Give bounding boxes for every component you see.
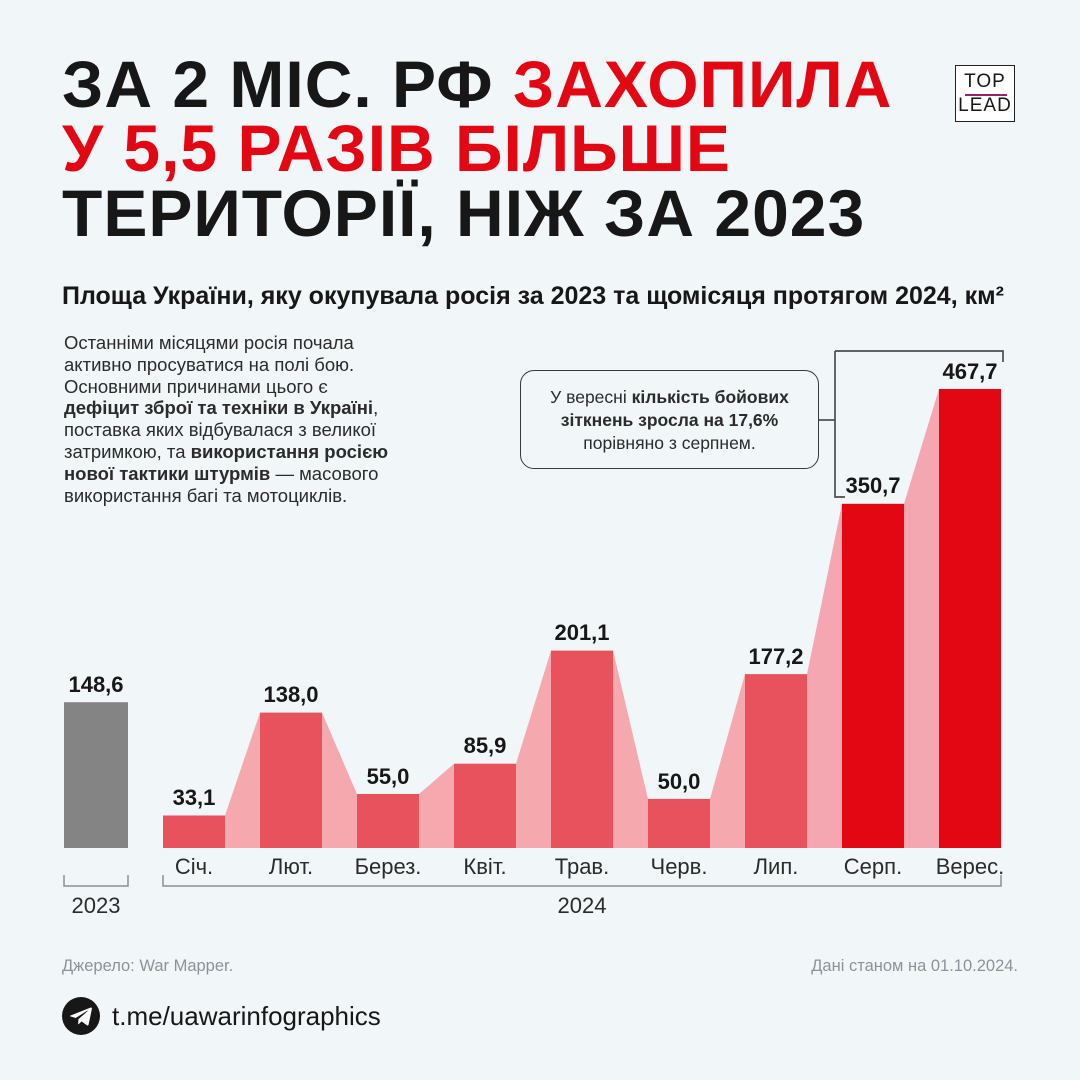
svg-text:85,9: 85,9 [464, 733, 507, 758]
svg-text:350,7: 350,7 [845, 473, 900, 498]
svg-text:Лип.: Лип. [754, 854, 799, 879]
svg-text:Черв.: Черв. [651, 854, 708, 879]
svg-text:Січ.: Січ. [175, 854, 213, 879]
svg-text:177,2: 177,2 [748, 644, 803, 669]
svg-text:Берез.: Берез. [355, 854, 422, 879]
svg-text:467,7: 467,7 [942, 359, 997, 384]
svg-text:33,1: 33,1 [173, 785, 216, 810]
svg-text:2024: 2024 [558, 893, 607, 918]
svg-text:Серп.: Серп. [844, 854, 902, 879]
svg-text:148,6: 148,6 [68, 672, 123, 697]
svg-text:Трав.: Трав. [555, 854, 609, 879]
svg-text:Квіт.: Квіт. [463, 854, 506, 879]
svg-text:138,0: 138,0 [263, 682, 318, 707]
svg-text:2023: 2023 [72, 893, 121, 918]
svg-text:55,0: 55,0 [367, 764, 410, 789]
svg-text:201,1: 201,1 [554, 620, 609, 645]
svg-text:Верес.: Верес. [936, 854, 1005, 879]
svg-text:Лют.: Лют. [269, 854, 313, 879]
svg-text:50,0: 50,0 [658, 769, 701, 794]
